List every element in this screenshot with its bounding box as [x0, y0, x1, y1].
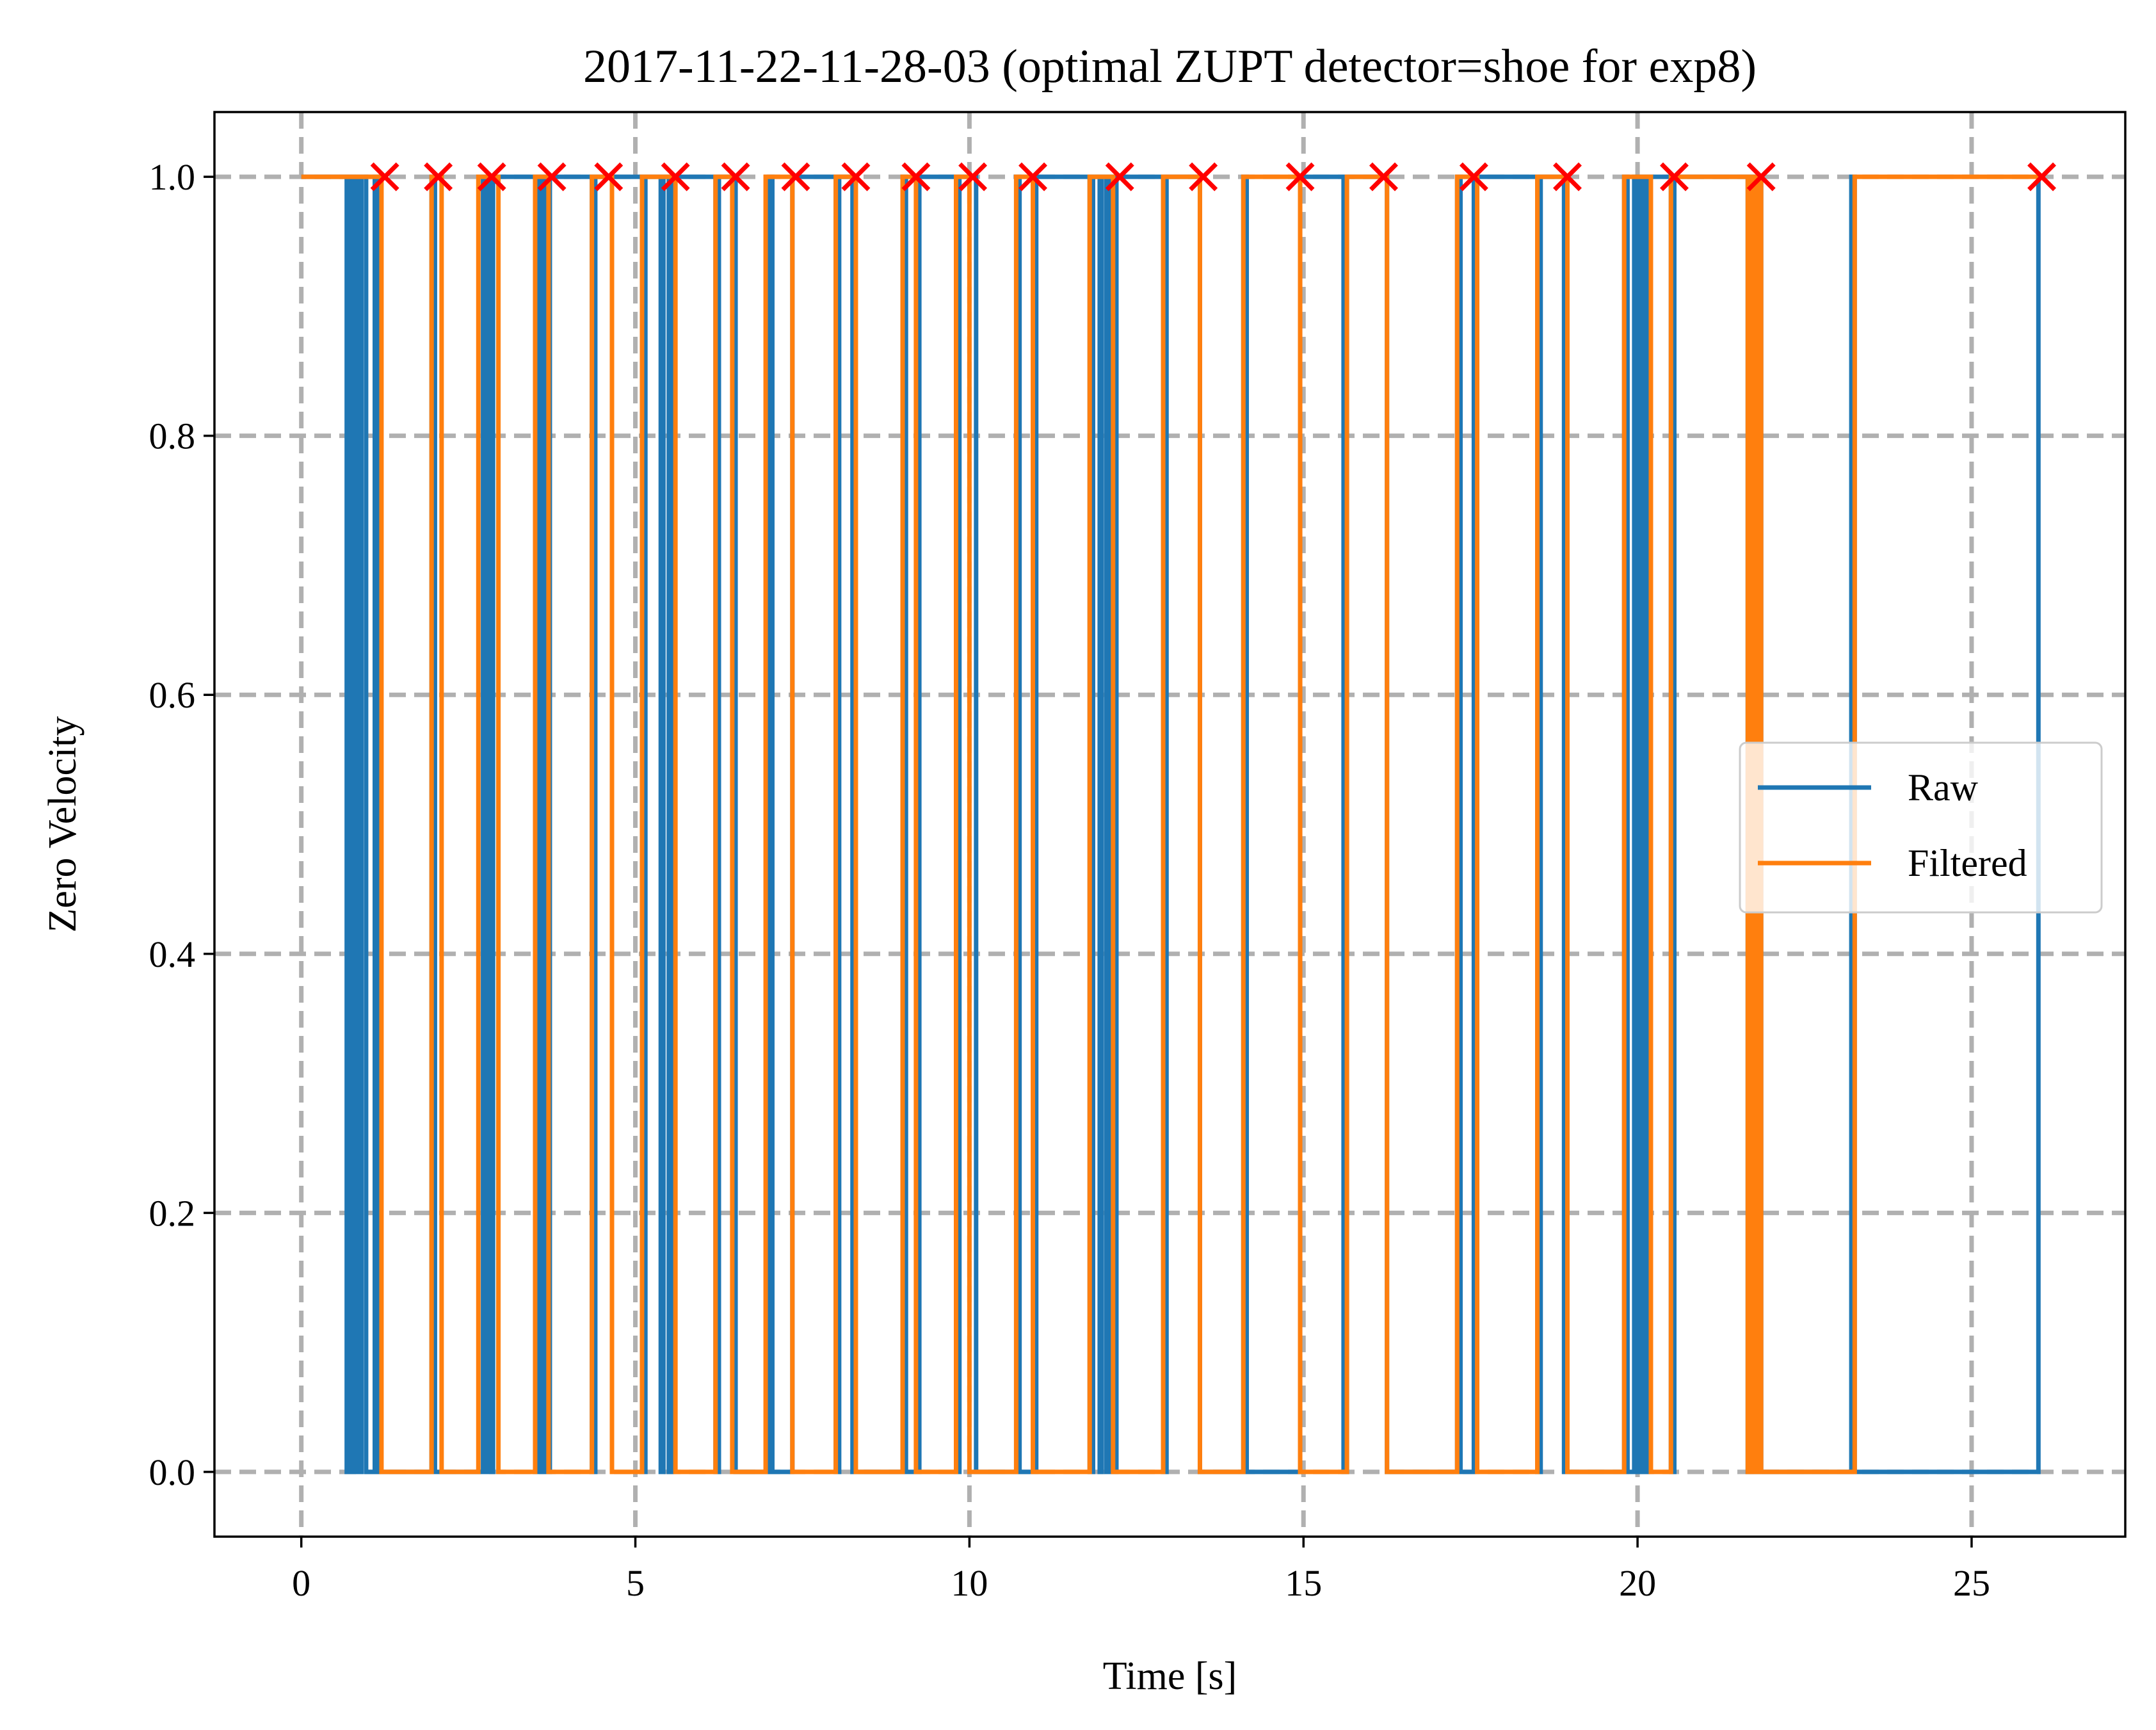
event-marker — [1189, 162, 1218, 191]
event-marker-stroke — [424, 162, 453, 191]
event-marker-stroke — [1459, 162, 1488, 191]
y-tick-label: 0.6 — [149, 674, 196, 716]
legend-label-filtered: Filtered — [1908, 842, 2027, 884]
series-layer — [301, 174, 2041, 1475]
event-marker — [537, 162, 567, 191]
event-marker-stroke — [1189, 162, 1218, 191]
x-tick-label: 10 — [951, 1562, 988, 1604]
event-marker-stroke — [661, 162, 690, 191]
x-tick-label: 5 — [626, 1562, 645, 1604]
event-marker-stroke — [1369, 162, 1398, 191]
event-marker-stroke — [841, 162, 871, 191]
event-marker-stroke — [1746, 162, 1776, 191]
event-marker — [1746, 162, 1776, 191]
legend-box — [1739, 741, 2103, 914]
event-marker-stroke — [1018, 162, 1048, 191]
event-marker — [370, 162, 399, 191]
axes-frame — [213, 111, 2127, 1538]
x-axis-label: Time [s] — [1103, 1654, 1237, 1698]
event-marker-stroke — [901, 162, 931, 191]
event-marker-stroke — [370, 162, 399, 191]
event-marker — [901, 162, 931, 191]
event-marker-stroke — [2027, 162, 2057, 191]
y-tick-label: 0.0 — [149, 1451, 196, 1493]
event-marker — [1553, 162, 1582, 191]
event-marker — [958, 162, 988, 191]
event-marker-stroke — [1553, 162, 1582, 191]
event-marker-stroke — [781, 162, 810, 191]
event-marker — [2027, 162, 2057, 191]
event-marker — [477, 162, 506, 191]
y-tick-label: 1.0 — [149, 156, 196, 198]
event-marker — [1105, 162, 1134, 191]
event-marker — [594, 162, 623, 191]
event-marker-stroke — [594, 162, 623, 191]
marker-layer — [370, 162, 2057, 191]
event-marker-stroke — [1285, 162, 1315, 191]
event-marker — [721, 162, 750, 191]
event-marker-stroke — [958, 162, 988, 191]
event-marker — [1369, 162, 1398, 191]
y-tick-label: 0.4 — [149, 934, 196, 975]
event-marker — [424, 162, 453, 191]
x-tick-label: 0 — [292, 1562, 310, 1604]
y-axis-label: Zero Velocity — [41, 716, 84, 932]
event-marker-stroke — [721, 162, 750, 191]
chart-title: 2017-11-22-11-28-03 (optimal ZUPT detect… — [583, 40, 1757, 93]
event-marker — [1285, 162, 1315, 191]
ticks: 0 5 10 15 20 25 0.0 0.2 0.4 0.6 0.8 1.0 — [149, 156, 1990, 1604]
x-tick-label: 20 — [1619, 1562, 1656, 1604]
event-marker — [781, 162, 810, 191]
event-marker-stroke — [1105, 162, 1134, 191]
event-marker — [841, 162, 871, 191]
legend-label-raw: Raw — [1908, 766, 1979, 809]
event-marker — [1459, 162, 1488, 191]
event-marker-stroke — [1660, 162, 1689, 191]
legend: Raw Filtered — [1739, 741, 2103, 914]
event-marker-stroke — [477, 162, 506, 191]
event-marker — [1660, 162, 1689, 191]
y-tick-label: 0.2 — [149, 1192, 196, 1234]
x-tick-label: 25 — [1953, 1562, 1990, 1604]
series-line-filtered — [301, 174, 2039, 1475]
x-tick-label: 15 — [1285, 1562, 1322, 1604]
y-tick-label: 0.8 — [149, 416, 196, 457]
event-marker — [1018, 162, 1048, 191]
event-marker — [661, 162, 690, 191]
event-marker-stroke — [537, 162, 567, 191]
